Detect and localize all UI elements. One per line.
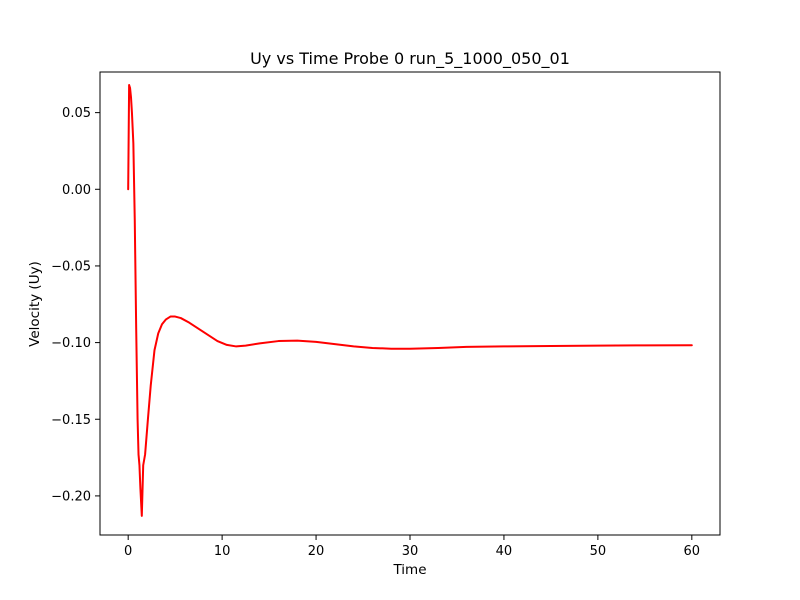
y-tick-label: 0.05 <box>62 106 91 121</box>
x-axis: 0 10 20 30 40 50 60 <box>124 535 700 559</box>
x-tick-label: 0 <box>124 544 132 559</box>
x-axis-label: Time <box>392 562 426 578</box>
x-tick-label: 20 <box>308 544 325 559</box>
x-tick-label: 60 <box>684 544 701 559</box>
y-tick-label: −0.15 <box>51 413 91 428</box>
x-tick-label: 30 <box>402 544 419 559</box>
chart-title: Uy vs Time Probe 0 run_5_1000_050_01 <box>250 49 570 69</box>
y-axis-label: Velocity (Uy) <box>27 261 43 347</box>
y-tick-label: −0.20 <box>51 489 91 504</box>
x-tick-label: 50 <box>590 544 607 559</box>
x-tick-label: 10 <box>214 544 231 559</box>
y-axis: 0.05 0.00 −0.05 −0.10 −0.15 −0.20 <box>51 106 100 504</box>
series-line-0 <box>127 84 693 517</box>
x-tick-label: 40 <box>496 544 513 559</box>
y-tick-label: −0.05 <box>51 259 91 274</box>
y-tick-label: −0.10 <box>51 336 91 351</box>
y-tick-label: 0.00 <box>62 183 91 198</box>
